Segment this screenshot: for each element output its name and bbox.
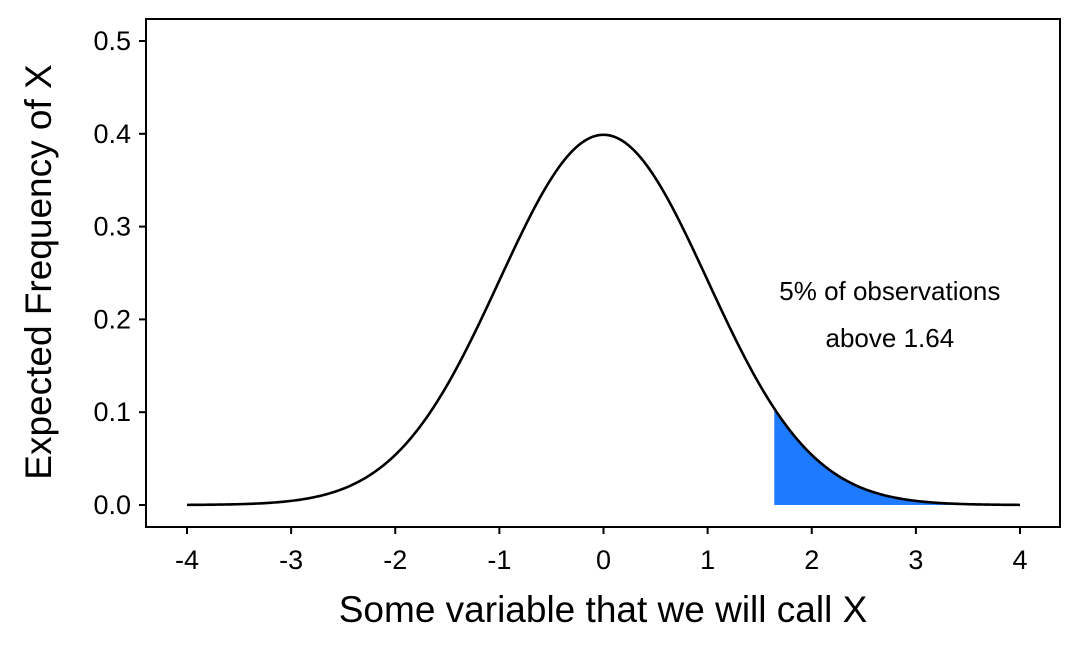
y-tick-label: 0.1 — [93, 397, 131, 427]
x-tick-label: 4 — [1012, 545, 1027, 575]
x-tick-label: 1 — [700, 545, 715, 575]
y-axis: 0.0 0.1 0.2 0.3 0.4 0.5 — [93, 26, 146, 520]
shaded-tail-area — [774, 408, 1020, 505]
annotation-line-2: above 1.64 — [826, 323, 955, 353]
y-tick-label: 0.2 — [93, 304, 131, 334]
x-tick-label: 3 — [908, 545, 923, 575]
y-tick-label: 0.0 — [93, 490, 131, 520]
x-axis-title: Some variable that we will call X — [339, 589, 868, 630]
x-tick-label: -4 — [175, 545, 199, 575]
plot-area — [186, 133, 1021, 507]
x-tick-label: -3 — [279, 545, 303, 575]
density-curve — [186, 133, 1021, 507]
x-tick-label: 2 — [804, 545, 819, 575]
y-tick-label: 0.4 — [93, 119, 131, 149]
x-tick-label: -2 — [383, 545, 407, 575]
plot-frame — [145, 18, 1061, 528]
x-tick-label: 0 — [596, 545, 611, 575]
x-tick-label: -1 — [487, 545, 511, 575]
y-axis-title: Expected Frequency of X — [18, 64, 59, 479]
annotation-line-1: 5% of observations — [779, 276, 1000, 306]
y-tick-label: 0.3 — [93, 212, 131, 242]
y-tick-label: 0.5 — [93, 26, 131, 56]
x-axis: -4 -3 -2 -1 0 1 2 3 4 — [175, 527, 1028, 575]
